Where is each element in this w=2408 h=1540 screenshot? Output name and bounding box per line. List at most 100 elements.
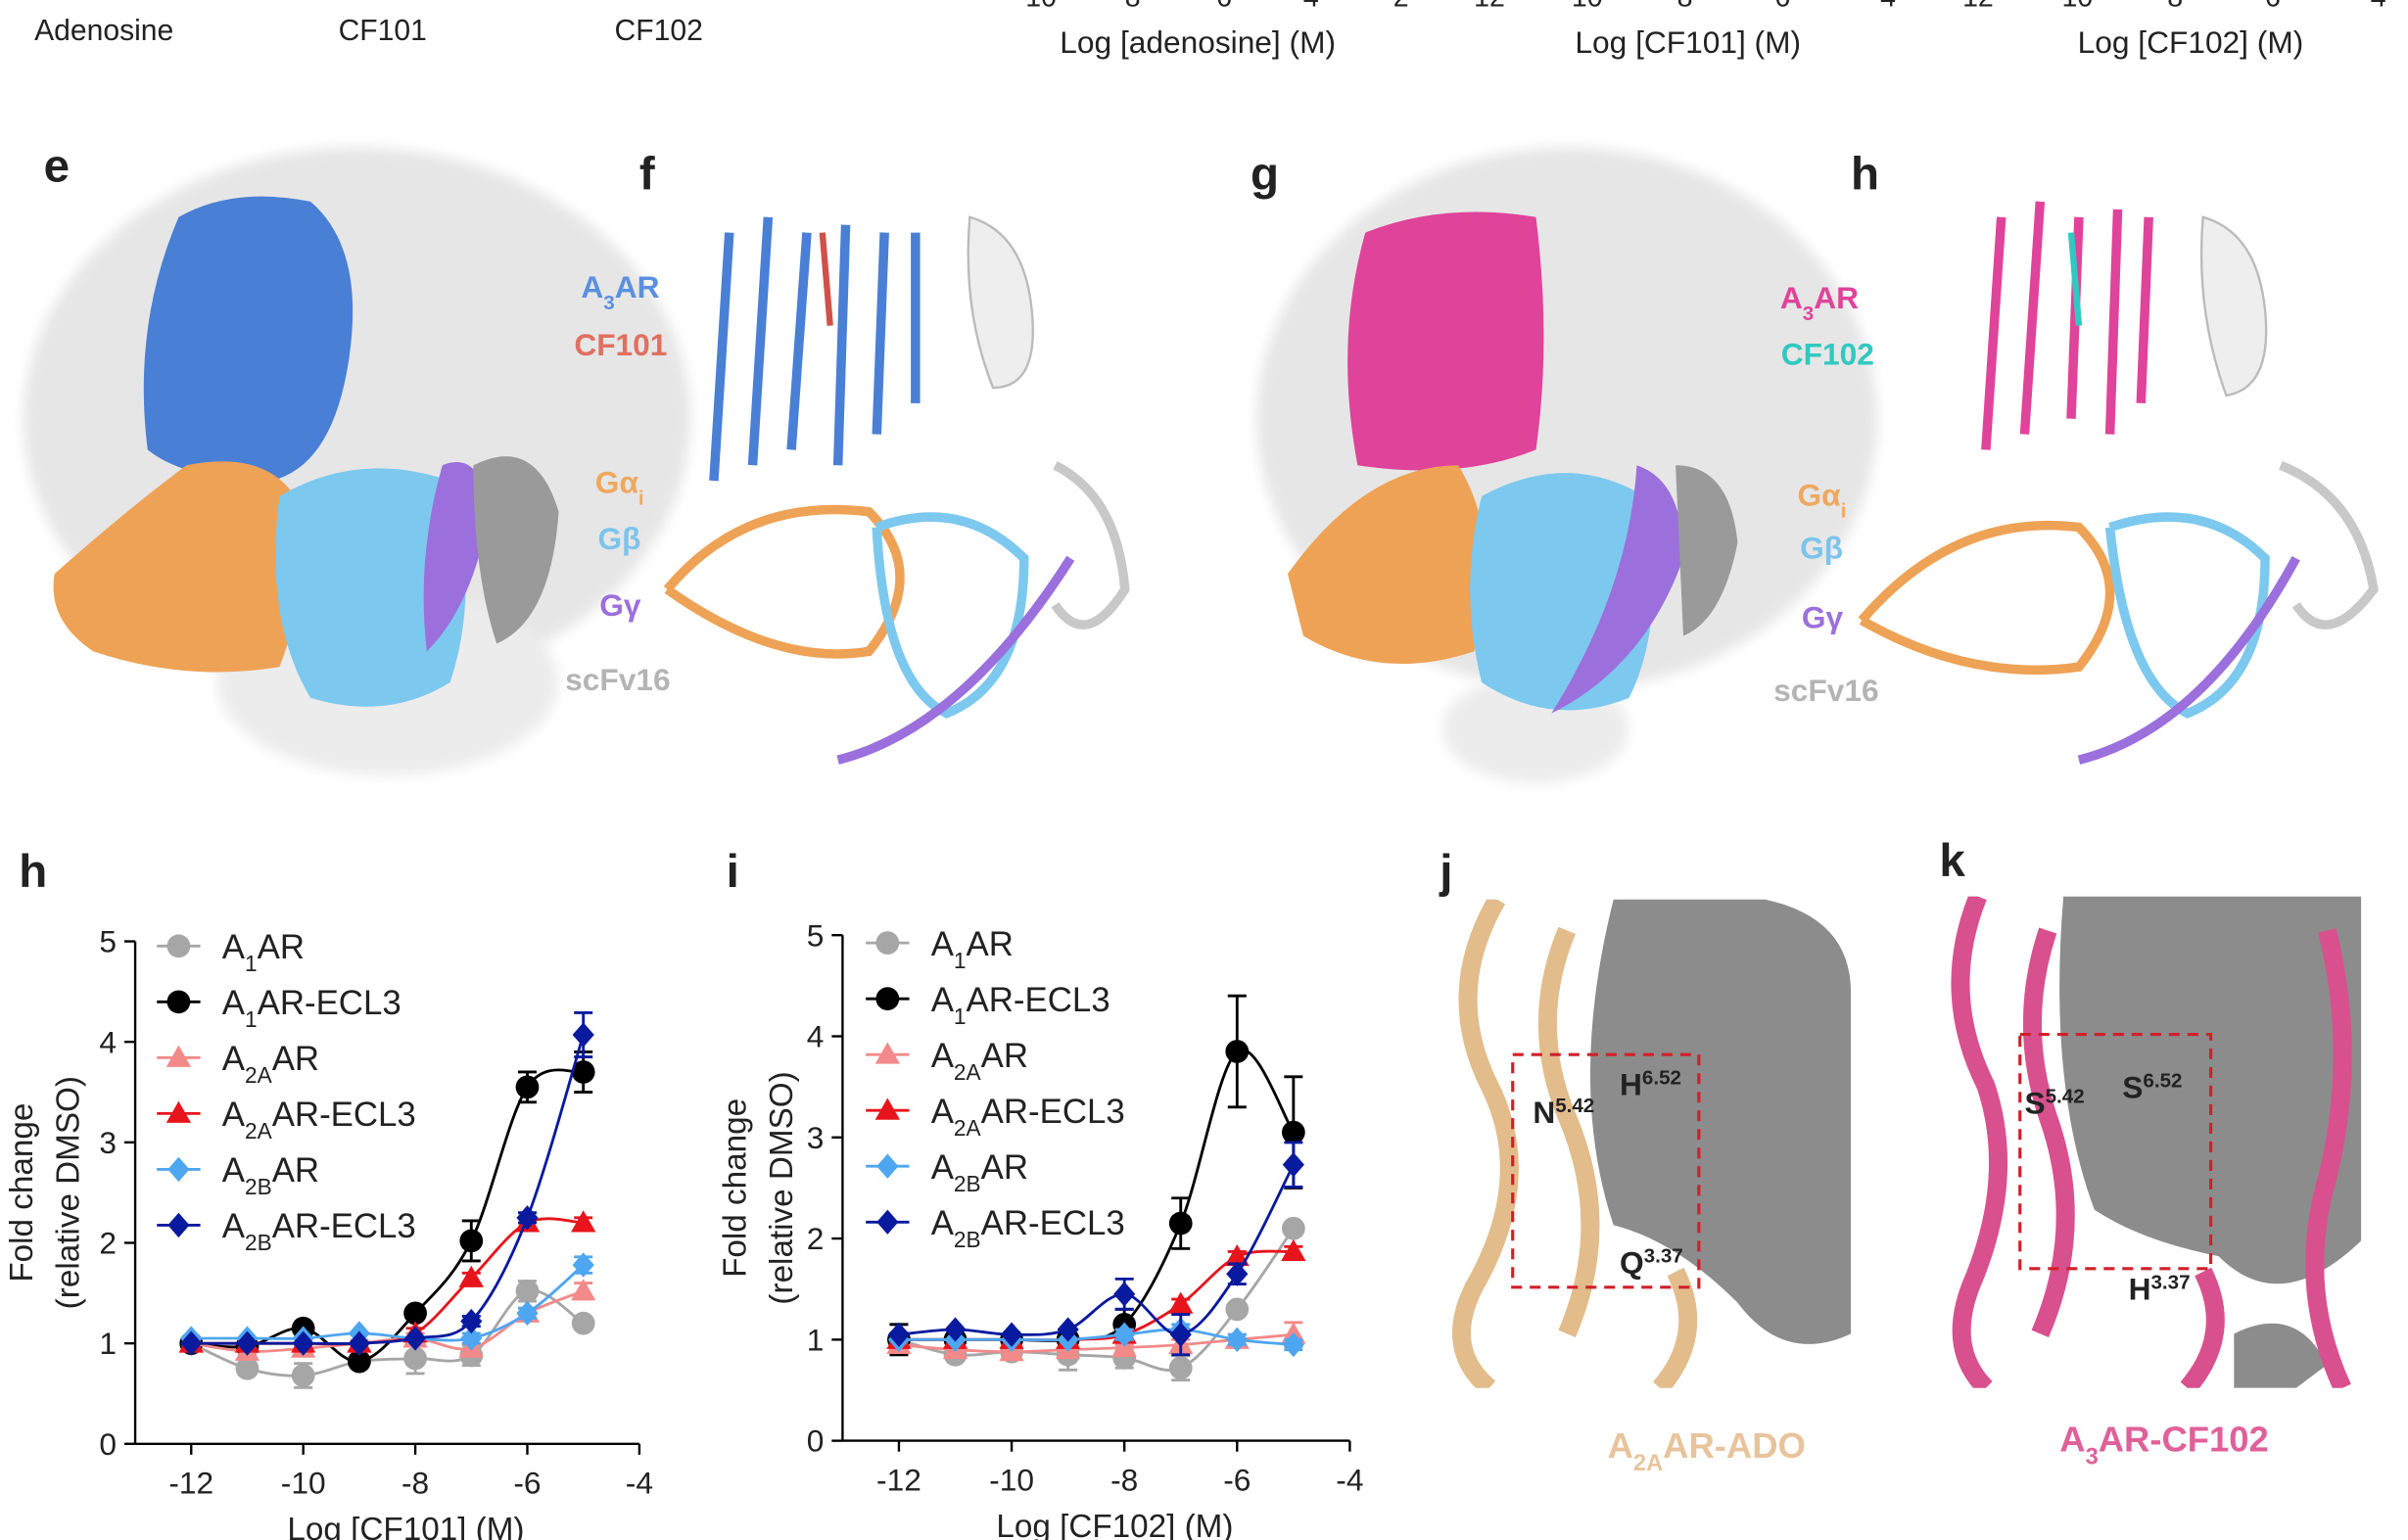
x-tick-label: -8 [401, 1465, 429, 1500]
structure-label: A3AR [581, 269, 659, 314]
residue-label-part: S [2122, 1070, 2143, 1105]
panel-caption: A3AR-CF102 [2059, 1420, 2269, 1470]
panel-h-model [1858, 201, 2379, 765]
structure-label-part: AR [615, 269, 660, 304]
data-point [1282, 1151, 1304, 1178]
legend-label-part: 2A [954, 1059, 982, 1085]
legend-label-part: 2B [954, 1227, 981, 1252]
structure-label-part: Gβ [1800, 530, 1843, 565]
structure-label-part: CF101 [574, 327, 667, 362]
panel-letter: g [1251, 148, 1279, 200]
data-point [347, 1349, 371, 1374]
legend-label-part: AR-ECL3 [272, 1096, 416, 1134]
legend-label-part: 2A [954, 1115, 982, 1141]
x-axis-title: Log [CF102] (M) [996, 1509, 1233, 1540]
top-tick-label: -4 [1871, 0, 1896, 13]
structure-label-part: Gγ [1802, 600, 1844, 635]
legend-label: A1AR [931, 925, 1014, 973]
legend-label: A2BAR-ECL3 [222, 1207, 416, 1255]
structure-label: Gαi [595, 465, 644, 509]
panel-caption-part: AR-ADO [1663, 1425, 1806, 1466]
panel-letter: f [639, 148, 655, 200]
structure-label-part: Gα [595, 465, 639, 500]
panel-caption-part: AR-CF102 [2099, 1420, 2269, 1460]
panel-caption-part: 3 [2086, 1445, 2099, 1470]
legend-label-part: A [931, 925, 955, 963]
data-point [236, 1330, 259, 1356]
y-tick-label: 4 [807, 1019, 825, 1054]
top-axis-label: Log [adenosine] (M) [1060, 24, 1336, 60]
legend-label-part: AR-ECL3 [981, 1204, 1125, 1242]
legend-label-part: A [222, 1151, 246, 1190]
structure-label-part: scFv16 [565, 662, 670, 697]
legend-label: A2BAR-ECL3 [931, 1204, 1125, 1252]
structure-label: Gγ [1802, 600, 1844, 635]
data-point [235, 1356, 260, 1380]
y-tick-label: 1 [99, 1326, 117, 1361]
top-tick-label: -12 [1954, 0, 1994, 13]
structure-label-part: Gα [1797, 477, 1841, 512]
data-point [348, 1330, 370, 1356]
top-tick-label: -4 [1294, 0, 1318, 13]
legend-label-part: A [931, 1204, 955, 1242]
legend-label-part: AR-ECL3 [967, 981, 1110, 1019]
panel-letter: h [19, 846, 47, 898]
structure-label: CF102 [1781, 336, 1874, 371]
residue-label-part: 6.52 [1642, 1066, 1681, 1089]
data-point [1282, 1331, 1304, 1358]
data-point [1225, 1297, 1250, 1322]
data-point [571, 1210, 596, 1233]
y-tick-label: 5 [807, 917, 825, 953]
top-tick-label: -6 [2256, 0, 2281, 13]
x-tick-label: -12 [876, 1462, 921, 1497]
data-point [874, 1042, 901, 1064]
legend-label: A2AAR-ECL3 [222, 1096, 416, 1143]
legend-label-part: AR-ECL3 [981, 1093, 1125, 1131]
data-point [1224, 1243, 1250, 1267]
panel-f-model [663, 215, 1130, 765]
top-tick-label: -8 [1115, 0, 1140, 13]
legend-label-part: A [931, 1093, 955, 1131]
top-tick-label: -2 [1384, 0, 1408, 13]
legend-label: A1AR-ECL3 [931, 981, 1110, 1029]
panel-letter: e [44, 140, 70, 192]
top-tick-label: -10 [2053, 0, 2093, 13]
data-point [403, 1301, 427, 1326]
data-point [1113, 1322, 1136, 1347]
x-tick-label: -4 [626, 1465, 653, 1500]
y-axis-title: (relative DMSO) [50, 1076, 86, 1309]
residue-label-part: 5.42 [1555, 1094, 1594, 1116]
residue-label-part: 5.42 [2046, 1085, 2085, 1107]
x-tick-label: -6 [513, 1465, 541, 1500]
top-tick-label: -6 [1207, 0, 1232, 13]
panel-caption-part: 2A [1633, 1451, 1663, 1476]
top-tick-label: -12 [1465, 0, 1505, 13]
x-tick-label: -6 [1223, 1462, 1251, 1497]
residue-label: S5.42 [2024, 1085, 2084, 1121]
x-tick-label: -4 [1336, 1462, 1363, 1497]
data-point [572, 1252, 594, 1278]
top-tick-label: -8 [2158, 0, 2183, 13]
data-point [874, 1097, 901, 1120]
top-tick-label: -4 [2361, 0, 2385, 13]
legend-label-part: A [931, 981, 955, 1019]
panel-letter: j [1439, 846, 1452, 898]
top-tick-label: -10 [1016, 0, 1057, 13]
y-tick-label: 3 [99, 1125, 117, 1160]
data-point [1168, 1291, 1194, 1314]
legend-label: A1AR-ECL3 [222, 984, 401, 1032]
structure-label-part: A [581, 269, 603, 304]
top-axis-label: Log [CF102] (M) [2078, 24, 2304, 60]
top-tick-label: -6 [1766, 0, 1790, 13]
residue-label-part: 3.37 [1644, 1244, 1683, 1267]
legend-label-part: 2A [245, 1118, 273, 1143]
residue-label-part: N [1533, 1095, 1555, 1130]
data-point [165, 1045, 192, 1067]
y-tick-label: 4 [99, 1024, 117, 1059]
panel-letter: k [1939, 835, 1965, 887]
y-tick-label: 2 [807, 1221, 825, 1256]
data-point [291, 1364, 315, 1387]
y-axis-title: (relative DMSO) [764, 1071, 800, 1304]
data-point [459, 1229, 484, 1253]
